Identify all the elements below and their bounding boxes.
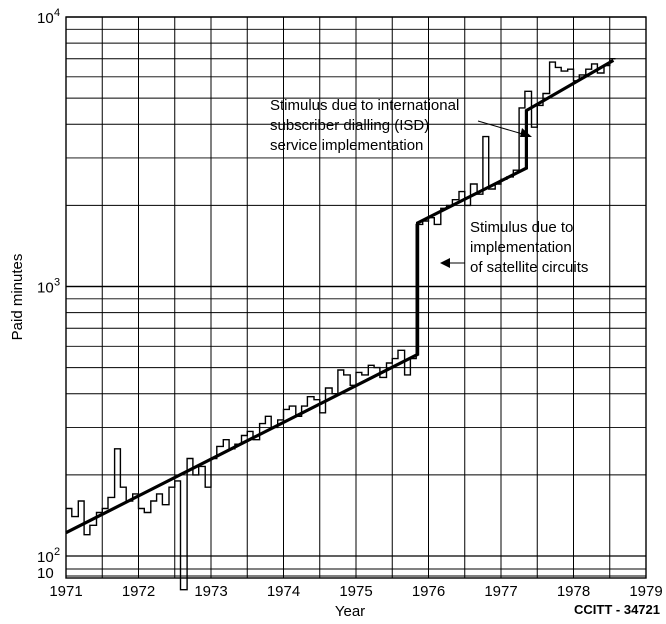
annotation-isd-line: subscriber dialling (ISD)	[270, 117, 429, 134]
x-tick-label: 1976	[412, 583, 445, 600]
y-tick-label: 10	[37, 10, 54, 27]
annotation-satellite-line: implementation	[470, 239, 572, 256]
y-tick-exponent: 4	[54, 7, 60, 19]
annotation-satellite-line: Stimulus due to	[470, 219, 573, 236]
y-axis-title: Paid minutes	[9, 254, 26, 341]
annotations: Stimulus due to international subscriber …	[270, 97, 588, 276]
trend-line	[65, 59, 615, 535]
arrowhead-icon	[440, 258, 450, 268]
figure-credit: CCITT - 34721	[574, 602, 660, 617]
annotation-satellite: Stimulus due to implementation of satellit…	[440, 219, 588, 276]
plot-frame	[65, 16, 647, 579]
annotation-isd-line: Stimulus due to international	[270, 97, 459, 114]
y-tick-exponent: 2	[54, 546, 60, 558]
arrowhead-icon	[520, 128, 532, 137]
monthly-step-series	[66, 58, 616, 591]
annotation-isd: Stimulus due to international subscriber …	[270, 97, 532, 154]
annotation-isd-leader	[477, 120, 527, 136]
x-tick-label: 1972	[122, 583, 155, 600]
annotation-isd-line: service implementation	[270, 137, 423, 154]
y-tick-label: 10	[37, 280, 54, 297]
y-tick-exponent: 3	[54, 277, 60, 289]
x-tick-label: 1973	[194, 583, 227, 600]
x-tick-label: 1974	[267, 583, 300, 600]
x-tick-label: 1975	[339, 583, 372, 600]
chart-grid	[66, 16, 646, 578]
x-tick-label: 1978	[557, 583, 590, 600]
x-tick-label: 1971	[49, 583, 82, 600]
data-series	[65, 58, 616, 591]
y-tick-label: 10	[37, 549, 54, 566]
x-tick-label: 1979	[629, 583, 662, 600]
x-tick-label: 1977	[484, 583, 517, 600]
x-axis-title: Year	[335, 603, 365, 620]
y-tick-label: 10	[37, 565, 54, 582]
annotation-satellite-line: of satellite circuits	[470, 259, 588, 276]
